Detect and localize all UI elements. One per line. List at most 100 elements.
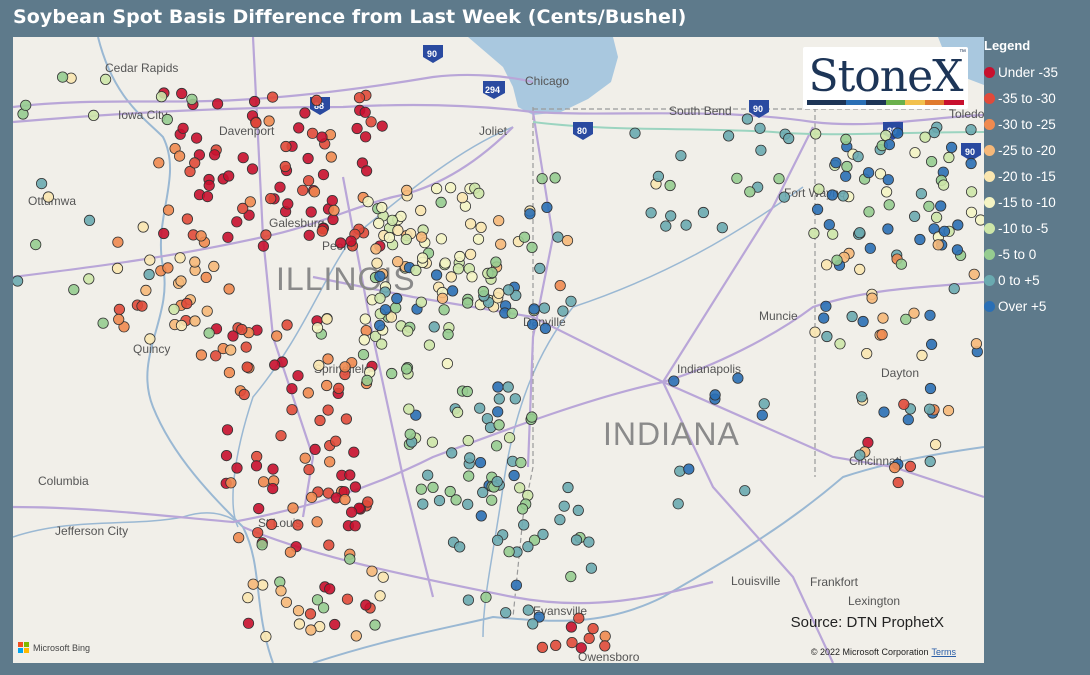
basis-point[interactable] xyxy=(56,71,69,83)
basis-point[interactable] xyxy=(113,303,126,315)
basis-point[interactable] xyxy=(236,323,248,336)
basis-point[interactable] xyxy=(316,131,328,143)
basis-point[interactable] xyxy=(522,604,534,616)
basis-point[interactable] xyxy=(583,536,595,548)
basis-point[interactable] xyxy=(892,127,904,139)
basis-point[interactable] xyxy=(362,196,374,208)
basis-point[interactable] xyxy=(144,333,156,345)
basis-point[interactable] xyxy=(680,219,692,231)
basis-point[interactable] xyxy=(493,419,505,431)
map-canvas[interactable]: 90 294 88 80 90 80 90 ILLINOIS INDIANA C… xyxy=(13,37,984,663)
basis-point[interactable] xyxy=(818,312,830,324)
basis-point[interactable] xyxy=(930,211,943,223)
basis-point[interactable] xyxy=(344,469,356,481)
basis-point[interactable] xyxy=(316,225,328,237)
basis-point[interactable] xyxy=(925,338,938,350)
basis-point[interactable] xyxy=(909,147,921,159)
basis-point[interactable] xyxy=(948,283,960,295)
basis-point[interactable] xyxy=(303,229,315,241)
basis-point[interactable] xyxy=(490,440,503,452)
basis-point[interactable] xyxy=(177,122,189,134)
basis-point[interactable] xyxy=(240,341,252,353)
basis-point[interactable] xyxy=(854,263,866,275)
basis-point[interactable] xyxy=(514,482,526,494)
basis-point[interactable] xyxy=(344,553,356,565)
basis-point[interactable] xyxy=(882,174,894,186)
basis-point[interactable] xyxy=(477,486,489,498)
basis-point[interactable] xyxy=(265,193,277,205)
basis-point[interactable] xyxy=(195,349,207,361)
basis-point[interactable] xyxy=(854,227,866,239)
basis-point[interactable] xyxy=(302,152,314,165)
basis-point[interactable] xyxy=(534,262,546,274)
basis-point[interactable] xyxy=(281,319,293,331)
basis-point[interactable] xyxy=(286,404,298,416)
basis-point[interactable] xyxy=(267,91,279,103)
basis-point[interactable] xyxy=(349,481,361,493)
basis-point[interactable] xyxy=(908,307,920,319)
basis-point[interactable] xyxy=(526,318,539,330)
basis-point[interactable] xyxy=(181,213,193,225)
basis-point[interactable] xyxy=(830,157,842,169)
basis-point[interactable] xyxy=(376,120,388,132)
basis-point[interactable] xyxy=(386,367,398,380)
basis-point[interactable] xyxy=(326,195,338,207)
basis-point[interactable] xyxy=(168,303,180,315)
basis-point[interactable] xyxy=(943,151,955,164)
basis-point[interactable] xyxy=(856,391,868,403)
basis-point[interactable] xyxy=(112,236,124,248)
basis-point[interactable] xyxy=(474,402,486,414)
basis-point[interactable] xyxy=(306,491,318,503)
basis-point[interactable] xyxy=(942,404,955,417)
basis-point[interactable] xyxy=(565,570,577,583)
basis-point[interactable] xyxy=(492,406,504,418)
basis-point[interactable] xyxy=(223,283,235,295)
basis-point[interactable] xyxy=(292,370,304,382)
basis-point[interactable] xyxy=(464,218,477,230)
basis-point[interactable] xyxy=(876,328,888,341)
basis-point[interactable] xyxy=(837,190,849,202)
basis-point[interactable] xyxy=(464,452,476,464)
basis-point[interactable] xyxy=(339,493,351,506)
basis-point[interactable] xyxy=(583,632,595,645)
basis-point[interactable] xyxy=(820,300,832,312)
basis-point[interactable] xyxy=(454,250,466,263)
basis-point[interactable] xyxy=(741,113,754,125)
basis-point[interactable] xyxy=(390,302,402,314)
basis-point[interactable] xyxy=(341,593,354,605)
basis-point[interactable] xyxy=(231,216,243,228)
basis-point[interactable] xyxy=(466,271,478,283)
basis-point[interactable] xyxy=(400,233,412,245)
basis-point[interactable] xyxy=(864,242,876,254)
basis-point[interactable] xyxy=(937,179,950,191)
basis-point[interactable] xyxy=(566,636,578,649)
basis-point[interactable] xyxy=(493,393,505,405)
basis-point[interactable] xyxy=(306,127,319,139)
basis-point[interactable] xyxy=(533,611,545,623)
basis-point[interactable] xyxy=(321,379,333,392)
basis-point[interactable] xyxy=(430,183,443,195)
basis-point[interactable] xyxy=(561,235,574,247)
terms-link[interactable]: Terms xyxy=(931,647,957,657)
basis-point[interactable] xyxy=(565,621,578,633)
basis-point[interactable] xyxy=(862,436,874,449)
basis-point[interactable] xyxy=(100,73,112,86)
basis-point[interactable] xyxy=(660,220,672,232)
basis-point[interactable] xyxy=(416,252,429,264)
basis-point[interactable] xyxy=(253,502,265,515)
basis-point[interactable] xyxy=(900,313,912,325)
basis-point[interactable] xyxy=(573,612,585,624)
basis-point[interactable] xyxy=(260,630,272,643)
basis-point[interactable] xyxy=(415,483,427,495)
basis-point[interactable] xyxy=(475,221,487,233)
basis-point[interactable] xyxy=(426,436,438,448)
basis-point[interactable] xyxy=(923,200,935,212)
basis-point[interactable] xyxy=(536,173,548,185)
basis-point[interactable] xyxy=(758,398,770,410)
basis-point[interactable] xyxy=(716,222,728,234)
basis-point[interactable] xyxy=(279,160,291,173)
basis-point[interactable] xyxy=(392,256,404,268)
basis-point[interactable] xyxy=(778,191,790,203)
basis-point[interactable] xyxy=(924,455,936,468)
basis-point[interactable] xyxy=(493,287,505,299)
